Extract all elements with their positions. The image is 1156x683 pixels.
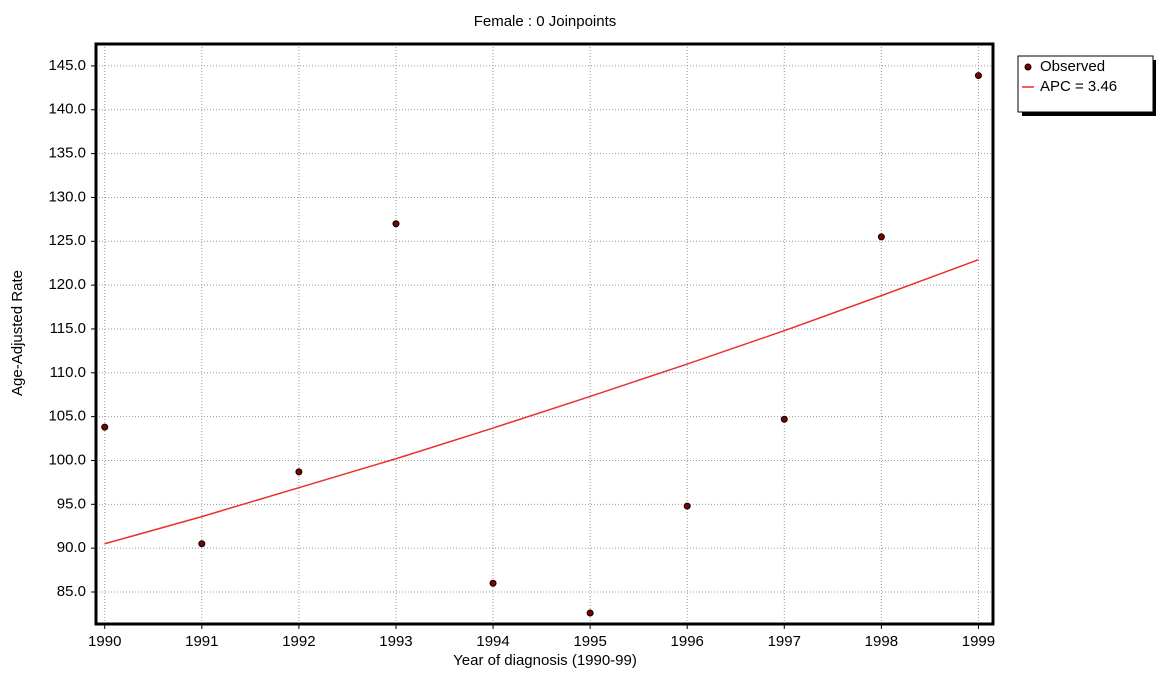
y-axis-label: Age-Adjusted Rate: [9, 270, 26, 396]
fit-line: [104, 258, 979, 545]
data-point: [295, 468, 303, 476]
y-tick-label: 90.0: [57, 539, 86, 556]
y-tick-label: 135.0: [48, 145, 86, 162]
legend-label: Observed: [1040, 58, 1105, 75]
x-axis-label: Year of diagnosis (1990-99): [453, 652, 637, 669]
y-tick-label: 115.0: [50, 320, 86, 337]
data-point: [198, 540, 206, 548]
y-tick-label: 130.0: [48, 188, 86, 205]
y-tick-label: 110.0: [50, 364, 86, 381]
x-tick-label: 1993: [379, 633, 412, 650]
y-tick-label: 125.0: [48, 232, 86, 249]
y-tick-label: 95.0: [57, 495, 86, 512]
y-tick-label: 145.0: [48, 57, 86, 74]
chart-title: Female : 0 Joinpoints: [474, 13, 617, 30]
x-tick-label: 1996: [671, 633, 704, 650]
x-tick-label: 1990: [88, 633, 121, 650]
data-point: [974, 72, 982, 80]
legend: [1017, 55, 1154, 113]
legend-label: APC = 3.46: [1040, 78, 1117, 95]
x-tick-label: 1998: [865, 633, 898, 650]
x-tick-label: 1999: [962, 633, 995, 650]
x-tick-label: 1994: [476, 633, 509, 650]
x-tick-label: 1992: [282, 633, 315, 650]
y-tick-label: 120.0: [48, 276, 86, 293]
y-tick-label: 100.0: [48, 451, 86, 468]
data-point: [489, 579, 497, 587]
data-point: [586, 609, 594, 617]
y-tick-label: 85.0: [57, 583, 86, 600]
x-tick-label: 1995: [573, 633, 606, 650]
data-point: [683, 502, 691, 510]
y-tick-label: 140.0: [48, 101, 86, 118]
plot-frame: [94, 42, 995, 626]
legend-marker: [1024, 63, 1032, 71]
y-tick-label: 105.0: [48, 408, 86, 425]
data-point: [780, 415, 788, 423]
data-point: [392, 220, 400, 228]
data-point: [101, 423, 109, 431]
data-point: [877, 233, 885, 241]
x-tick-label: 1997: [768, 633, 801, 650]
x-tick-label: 1991: [185, 633, 218, 650]
